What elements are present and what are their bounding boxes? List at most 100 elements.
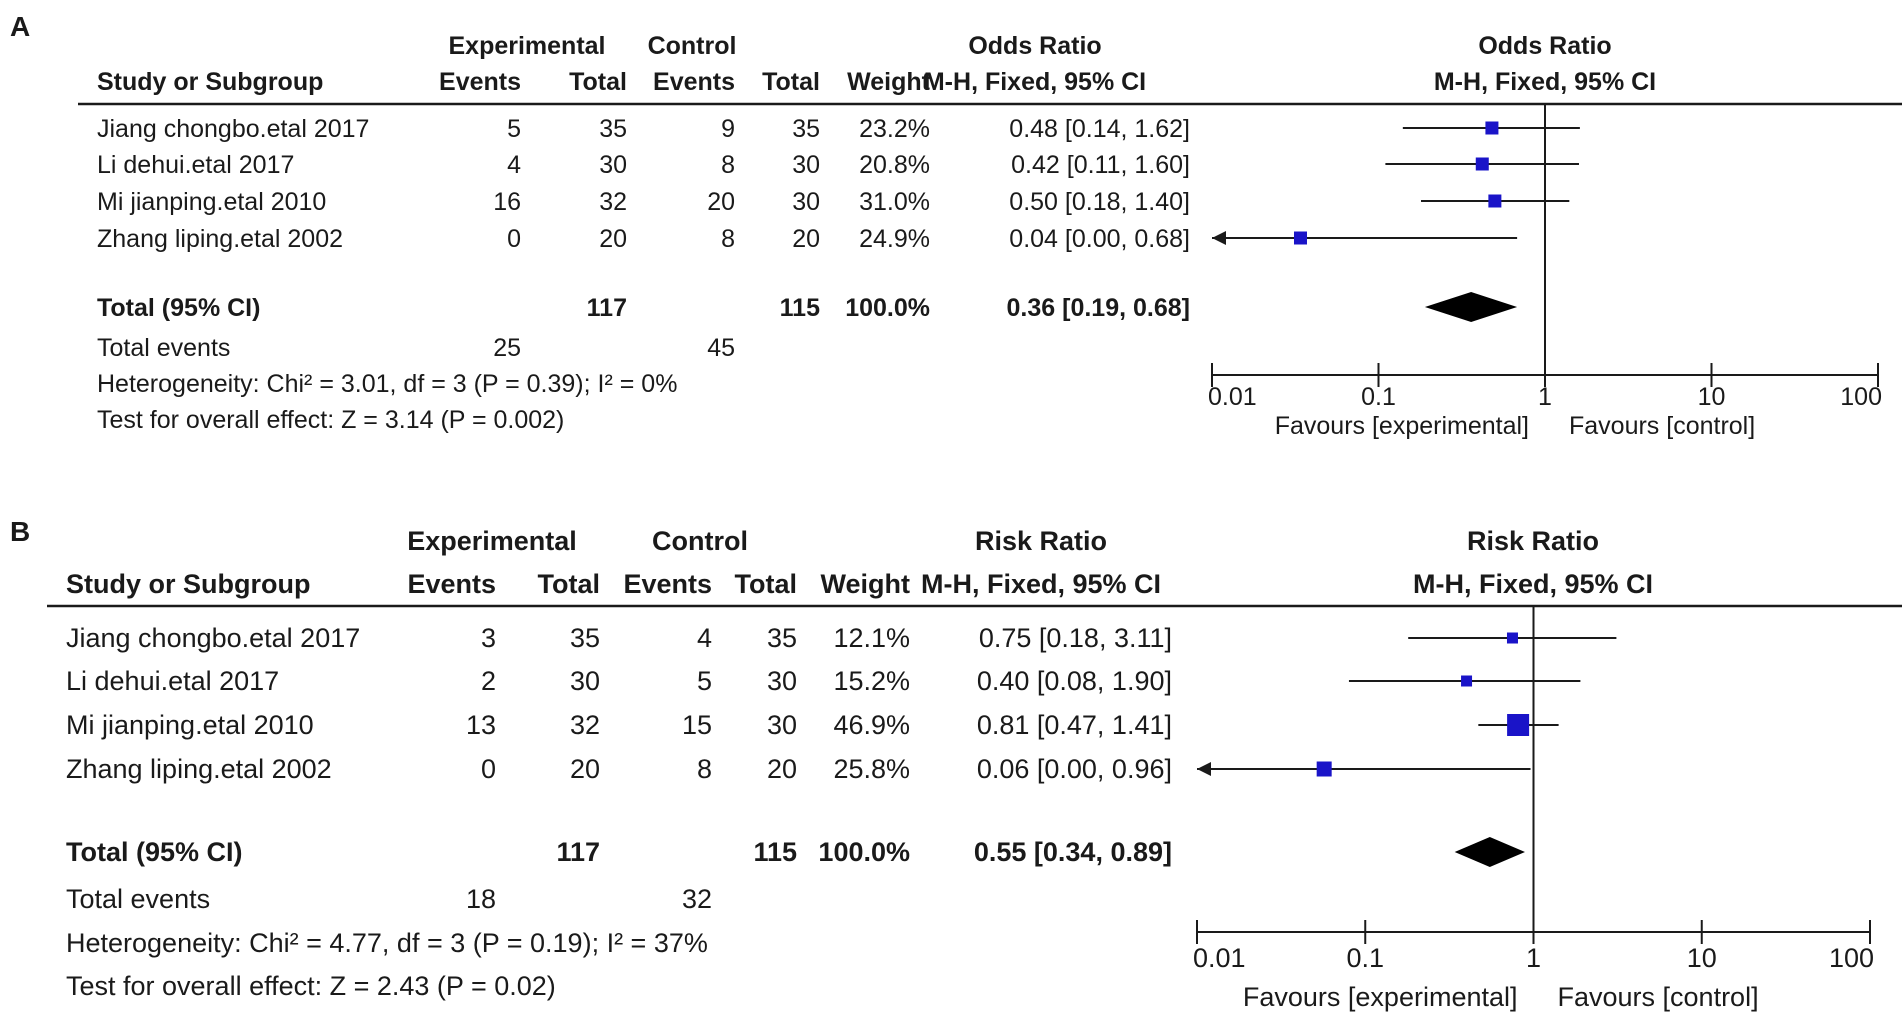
x-tick-label: 0.1: [1361, 383, 1396, 411]
total-ci: 0.55 [0.34, 0.89]: [974, 837, 1172, 867]
ctl-events: 8: [721, 151, 735, 179]
panels: A Experimental Control Odds Ratio Odds Ratio…: [10, 11, 1902, 1012]
study-name: Jiang chongbo.etal 2017: [97, 115, 369, 143]
study-name: Zhang liping.etal 2002: [66, 754, 332, 784]
study-ci: 0.40 [0.08, 1.90]: [977, 666, 1172, 696]
plot-header-method: M-H, Fixed, 95% CI: [1434, 68, 1656, 96]
total-ctl: 115: [753, 837, 797, 867]
favours-left-label: Favours [experimental]: [1243, 982, 1518, 1012]
study-ci: 0.50 [0.18, 1.40]: [1009, 188, 1190, 216]
study-marker: [1293, 231, 1307, 245]
header-exp-events: Events: [439, 68, 521, 96]
x-tick-label: 10: [1687, 943, 1717, 973]
ci-arrow: [1212, 231, 1226, 245]
header-control: Control: [652, 526, 748, 556]
x-tick-label: 0.01: [1193, 943, 1246, 973]
total-ci: 0.36 [0.19, 0.68]: [1007, 294, 1190, 322]
total-events-exp: 25: [493, 334, 521, 362]
study-name: Zhang liping.etal 2002: [97, 225, 343, 253]
heterogeneity-text: Heterogeneity: Chi² = 4.77, df = 3 (P = …: [66, 928, 708, 958]
header-measure: Risk Ratio: [975, 526, 1107, 556]
header-weight: Weight: [821, 569, 911, 599]
ctl-events: 8: [697, 754, 712, 784]
heterogeneity-text: Heterogeneity: Chi² = 3.01, df = 3 (P = …: [97, 370, 677, 398]
exp-total: 30: [570, 666, 600, 696]
study-marker: [1506, 632, 1518, 644]
header-method: M-H, Fixed, 95% CI: [924, 68, 1146, 96]
ctl-total: 35: [767, 623, 797, 653]
exp-total: 32: [599, 188, 627, 216]
study-name: Li dehui.etal 2017: [97, 151, 294, 179]
study-name: Jiang chongbo.etal 2017: [66, 623, 360, 653]
x-tick-label: 100: [1840, 383, 1882, 411]
study-ci: 0.75 [0.18, 3.11]: [979, 623, 1172, 653]
ci-arrow: [1197, 762, 1211, 776]
study-ci: 0.06 [0.00, 0.96]: [977, 754, 1172, 784]
x-tick-label: 1: [1538, 383, 1552, 411]
panel-b: B Experimental Control Risk Ratio Risk Ratio…: [10, 516, 1902, 1012]
exp-events: 16: [493, 188, 521, 216]
header-measure: Odds Ratio: [968, 32, 1101, 60]
study-weight: 15.2%: [833, 666, 910, 696]
exp-events: 0: [507, 225, 521, 253]
ctl-total: 30: [767, 710, 797, 740]
plot-header-measure: Risk Ratio: [1467, 526, 1599, 556]
overall-effect-text: Test for overall effect: Z = 3.14 (P = 0…: [97, 406, 564, 434]
ctl-total: 35: [792, 115, 820, 143]
exp-total: 35: [570, 623, 600, 653]
header-exp-total: Total: [569, 68, 627, 96]
total-events-ctl: 45: [707, 334, 735, 362]
exp-events: 2: [481, 666, 496, 696]
pooled-diamond: [1454, 837, 1525, 867]
total-weight: 100.0%: [818, 837, 910, 867]
header-ctl-events: Events: [653, 68, 735, 96]
ctl-events: 8: [721, 225, 735, 253]
ctl-total: 30: [792, 151, 820, 179]
x-tick-label: 100: [1829, 943, 1874, 973]
study-weight: 25.8%: [833, 754, 910, 784]
total-exp: 117: [587, 294, 627, 322]
overall-effect-text: Test for overall effect: Z = 2.43 (P = 0…: [66, 971, 556, 1001]
ctl-events: 5: [697, 666, 712, 696]
study-weight: 46.9%: [833, 710, 910, 740]
header-ctl-total: Total: [735, 569, 798, 599]
x-tick-label: 1: [1526, 943, 1541, 973]
x-tick-label: 0.1: [1346, 943, 1384, 973]
total-events-label: Total events: [97, 334, 230, 362]
exp-events: 13: [466, 710, 496, 740]
header-method: M-H, Fixed, 95% CI: [921, 569, 1161, 599]
study-marker: [1488, 194, 1502, 208]
favours-left-label: Favours [experimental]: [1275, 412, 1529, 440]
study-ci: 0.81 [0.47, 1.41]: [977, 710, 1172, 740]
exp-events: 3: [481, 623, 496, 653]
ctl-total: 30: [792, 188, 820, 216]
favours-right-label: Favours [control]: [1569, 412, 1755, 440]
header-ctl-events: Events: [623, 569, 712, 599]
x-tick-label: 0.01: [1208, 383, 1257, 411]
study-weight: 31.0%: [859, 188, 930, 216]
study-marker: [1485, 121, 1499, 135]
pooled-diamond: [1424, 292, 1518, 322]
total-ctl: 115: [780, 294, 820, 322]
header-study: Study or Subgroup: [97, 68, 323, 96]
header-exp-total: Total: [538, 569, 601, 599]
study-name: Mi jianping.etal 2010: [66, 710, 314, 740]
study-weight: 23.2%: [859, 115, 930, 143]
exp-total: 30: [599, 151, 627, 179]
plot-header-measure: Odds Ratio: [1478, 32, 1611, 60]
exp-events: 0: [481, 754, 496, 784]
study-marker: [1461, 675, 1473, 687]
header-study: Study or Subgroup: [66, 569, 310, 599]
exp-events: 4: [507, 151, 521, 179]
total-label: Total (95% CI): [66, 837, 243, 867]
study-ci: 0.04 [0.00, 0.68]: [1009, 225, 1190, 253]
total-weight: 100.0%: [845, 294, 930, 322]
header-exp-events: Events: [407, 569, 496, 599]
study-marker: [1316, 761, 1332, 777]
exp-total: 20: [570, 754, 600, 784]
exp-events: 5: [507, 115, 521, 143]
total-exp: 117: [556, 837, 600, 867]
study-weight: 20.8%: [859, 151, 930, 179]
